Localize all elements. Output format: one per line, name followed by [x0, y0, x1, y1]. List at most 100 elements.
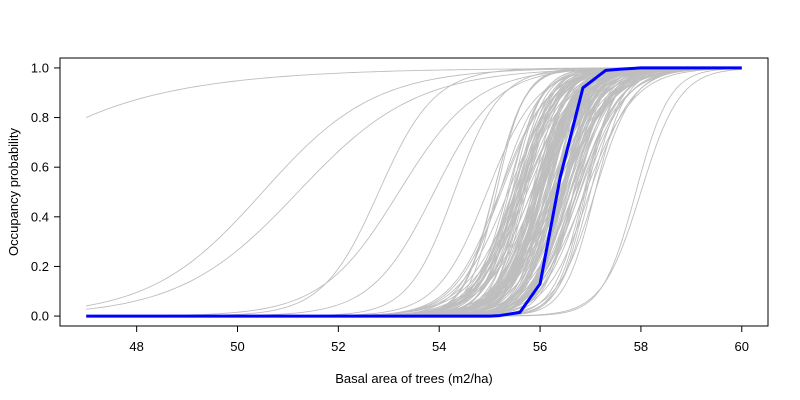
- background-curve: [86, 67, 742, 317]
- background-curve: [86, 67, 742, 317]
- x-axis-title: Basal area of trees (m2/ha): [335, 371, 493, 386]
- background-curve: [86, 67, 742, 317]
- background-curve: [86, 67, 742, 317]
- background-curve: [86, 67, 742, 317]
- y-tick-label: 0.6: [31, 160, 49, 175]
- background-curve: [86, 67, 742, 317]
- background-curve: [86, 67, 742, 317]
- background-curve: [86, 67, 742, 317]
- background-curve: [86, 67, 742, 317]
- y-tick-label: 0.4: [31, 209, 49, 224]
- background-curve: [86, 67, 742, 317]
- background-curve: [86, 67, 742, 317]
- background-curve: [86, 67, 742, 317]
- background-curve: [86, 67, 742, 317]
- background-curve: [86, 67, 742, 317]
- y-tick-label: 0.0: [31, 309, 49, 324]
- background-curve: [86, 67, 742, 317]
- y-tick-label: 0.8: [31, 110, 49, 125]
- background-curve: [86, 67, 742, 317]
- y-axis: 0.0 0.2 0.4 0.6 0.8 1.0: [31, 60, 60, 324]
- x-tick-label: 58: [634, 339, 648, 354]
- background-curve: [86, 67, 742, 317]
- background-curve: [86, 67, 742, 317]
- background-curve: [86, 67, 742, 317]
- x-tick-label: 50: [230, 339, 244, 354]
- background-curve: [86, 67, 742, 317]
- background-curve: [86, 67, 742, 317]
- background-curve: [86, 67, 742, 317]
- background-curve: [86, 67, 742, 317]
- background-curve: [86, 67, 742, 317]
- background-curve: [86, 67, 742, 317]
- background-curve: [86, 67, 742, 317]
- background-curve: [86, 67, 742, 317]
- background-curve: [86, 67, 742, 317]
- background-curve: [86, 67, 742, 317]
- background-curve: [86, 67, 742, 317]
- x-tick-label: 48: [129, 339, 143, 354]
- background-curve: [86, 67, 742, 317]
- background-curve: [86, 67, 742, 317]
- background-curve: [86, 67, 742, 317]
- background-curve: [86, 67, 742, 317]
- background-curve: [86, 67, 742, 317]
- background-curve: [86, 67, 742, 317]
- background-curve: [86, 67, 742, 317]
- background-curve: [86, 67, 742, 317]
- background-curve: [86, 67, 742, 317]
- background-curve: [86, 67, 742, 317]
- background-curve: [86, 67, 742, 317]
- background-curve: [86, 67, 742, 317]
- background-curve: [86, 67, 742, 317]
- background-curve: [86, 67, 742, 317]
- background-curve: [86, 67, 742, 317]
- background-curve: [86, 67, 742, 317]
- background-curve: [86, 67, 742, 317]
- background-curve: [86, 67, 742, 317]
- highlight-curve: [86, 66, 742, 318]
- background-curve: [86, 67, 742, 317]
- highlight-curve-group: [86, 66, 742, 318]
- background-curve: [86, 67, 742, 317]
- background-curve: [86, 67, 742, 317]
- background-curve: [86, 67, 742, 317]
- background-curve: [86, 67, 742, 317]
- background-curve: [86, 67, 742, 317]
- background-curve: [86, 67, 742, 317]
- background-curve: [86, 67, 742, 317]
- background-curve: [86, 67, 742, 317]
- background-curve: [86, 67, 742, 317]
- background-curve: [86, 67, 742, 317]
- background-curve: [86, 67, 742, 317]
- background-curve: [86, 67, 742, 317]
- background-curve: [86, 67, 742, 317]
- x-tick-label: 60: [735, 339, 749, 354]
- plot-frame: [59, 57, 769, 327]
- background-curve: [86, 67, 742, 317]
- background-curve: [86, 67, 742, 317]
- background-curve: [86, 67, 742, 317]
- y-tick-label: 1.0: [31, 60, 49, 75]
- background-curve: [86, 67, 742, 317]
- background-curve: [86, 67, 742, 317]
- background-curve: [86, 67, 742, 317]
- background-curve: [86, 67, 742, 317]
- background-curve: [86, 67, 742, 317]
- background-curve: [86, 67, 742, 310]
- background-curve: [86, 67, 742, 317]
- background-curves: [86, 67, 742, 317]
- background-curve: [86, 67, 742, 317]
- background-curve: [86, 67, 742, 317]
- background-curve: [86, 67, 742, 317]
- background-curve: [86, 67, 742, 317]
- background-curve: [86, 67, 742, 317]
- background-curve: [86, 67, 742, 317]
- background-curve: [86, 67, 742, 317]
- background-curve: [86, 67, 742, 317]
- background-curve: [86, 67, 742, 317]
- background-curve: [86, 67, 742, 317]
- y-axis-title: Occupancy probability: [6, 128, 21, 256]
- background-curve: [86, 67, 742, 317]
